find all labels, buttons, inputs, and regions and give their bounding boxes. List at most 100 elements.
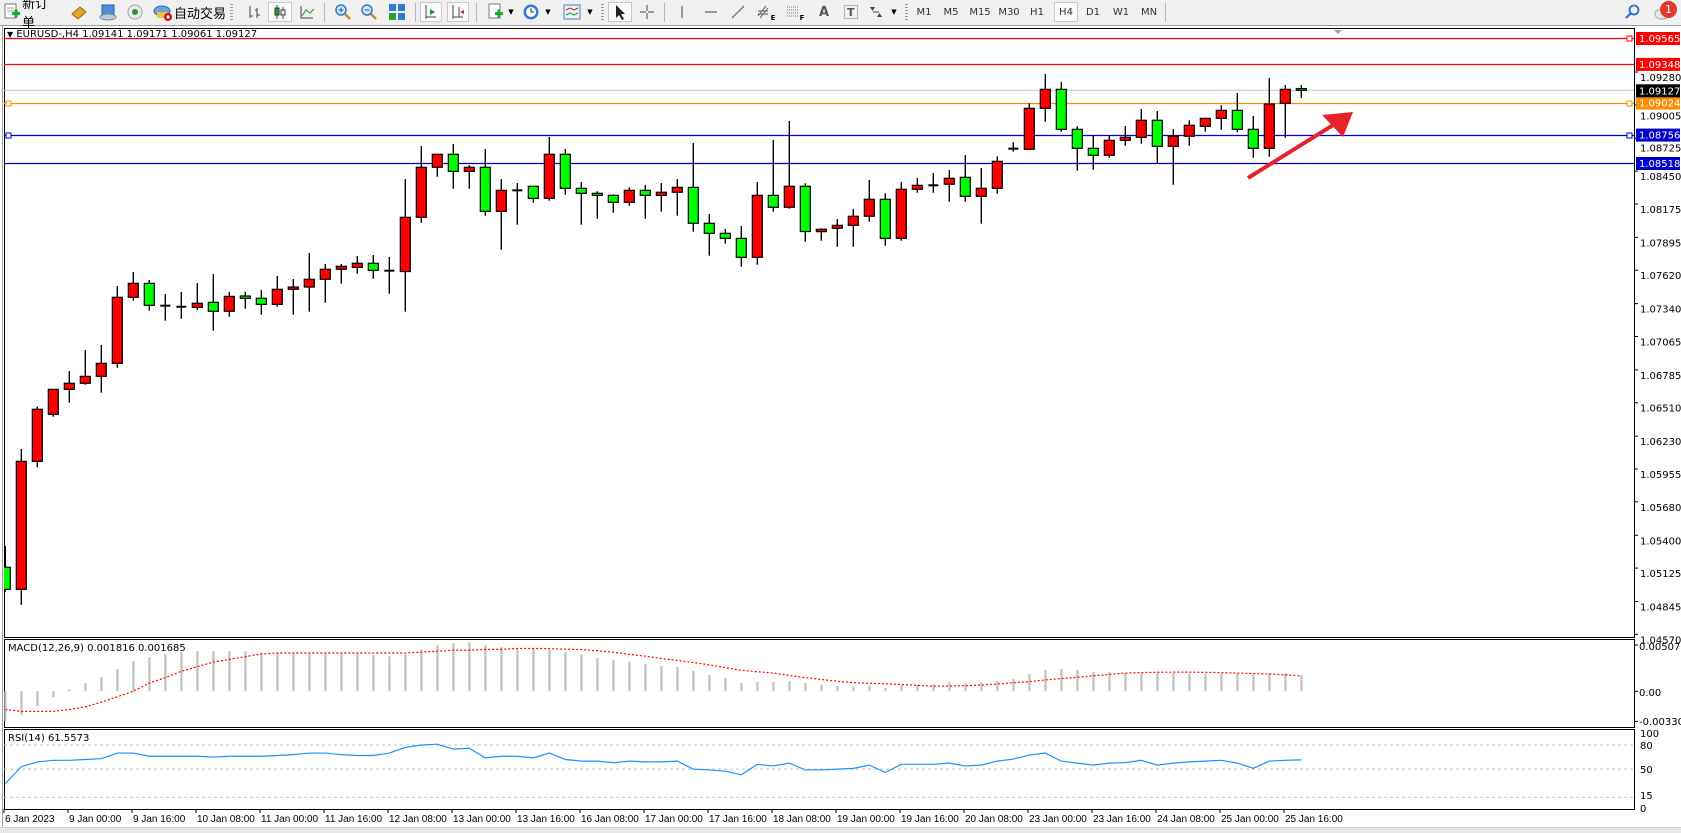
candle bbox=[751, 181, 763, 265]
macd-histogram-bar bbox=[692, 670, 695, 692]
indicators-dropdown-icon[interactable]: ▼ bbox=[508, 8, 514, 16]
candle-body bbox=[799, 185, 811, 233]
candle bbox=[512, 183, 523, 225]
line-chart-icon[interactable] bbox=[296, 2, 318, 22]
macd-histogram-bar bbox=[500, 647, 503, 692]
macd-histogram-bar bbox=[244, 651, 247, 692]
macd-histogram-bar bbox=[996, 680, 999, 692]
macd-plot bbox=[4, 642, 1303, 722]
macd-histogram-bar bbox=[1172, 672, 1175, 692]
candlestick-chart-icon[interactable] bbox=[268, 2, 292, 22]
toolbar-grip[interactable] bbox=[230, 4, 233, 21]
text-tool-button[interactable]: A bbox=[818, 4, 830, 20]
auto-trading-icon[interactable] bbox=[152, 2, 174, 22]
period-button-h4[interactable]: H4 bbox=[1054, 2, 1078, 22]
chart-shift-icon[interactable] bbox=[447, 2, 469, 22]
candle bbox=[127, 272, 139, 301]
candle bbox=[671, 178, 683, 216]
macd-histogram-bar bbox=[468, 642, 471, 692]
fibonacci-tool-icon[interactable]: F bbox=[783, 2, 807, 22]
text-label-tool-icon[interactable]: T bbox=[841, 2, 861, 22]
candle-body bbox=[1263, 103, 1275, 149]
candle-body-doji bbox=[512, 189, 523, 192]
candle bbox=[783, 120, 795, 209]
period-button-mn[interactable]: MN bbox=[1140, 6, 1158, 18]
candle bbox=[767, 139, 779, 212]
periods-clock-icon[interactable] bbox=[520, 2, 542, 22]
candle-body bbox=[351, 262, 363, 268]
templates-dropdown-icon[interactable]: ▼ bbox=[587, 8, 593, 16]
time-tick-label: 19 Jan 00:00 bbox=[837, 814, 895, 825]
macd-histogram-bar bbox=[772, 681, 775, 692]
candle-body bbox=[1023, 107, 1035, 150]
macd-title: MACD(12,26,9) 0.001816 0.001685 bbox=[8, 643, 186, 654]
macd-histogram-bar bbox=[308, 652, 311, 692]
period-button-m30[interactable]: M30 bbox=[998, 6, 1020, 18]
toolbar-grip[interactable] bbox=[601, 4, 604, 21]
period-button-m15[interactable]: M15 bbox=[969, 6, 991, 18]
vertical-line-tool-icon[interactable] bbox=[672, 2, 692, 22]
macd-histogram-bar bbox=[164, 653, 167, 692]
period-button-d1[interactable]: D1 bbox=[1085, 6, 1101, 18]
macd-histogram-bar bbox=[580, 654, 583, 692]
arrow-shaft bbox=[1246, 120, 1340, 180]
periods-dropdown-icon[interactable]: ▼ bbox=[545, 8, 551, 16]
arrows-dropdown-icon[interactable]: ▼ bbox=[891, 8, 897, 16]
cursor-tool-icon[interactable] bbox=[608, 2, 632, 22]
trendline-tool-icon[interactable] bbox=[727, 2, 749, 22]
price-tick-label: 1.06230 bbox=[1640, 437, 1681, 448]
macd-histogram-bar bbox=[740, 682, 743, 692]
candle bbox=[1183, 120, 1195, 146]
candle bbox=[639, 184, 651, 219]
bar-chart-icon[interactable] bbox=[244, 2, 266, 22]
crosshair-tool-icon[interactable] bbox=[636, 2, 658, 22]
horizontal-line-tool-icon[interactable] bbox=[700, 2, 722, 22]
new-order-icon[interactable] bbox=[2, 2, 22, 22]
price-tick-label: 1.05125 bbox=[1640, 569, 1681, 580]
macd-histogram-bar bbox=[132, 661, 135, 692]
arrows-tool-icon[interactable] bbox=[866, 2, 886, 22]
chart-menu-icon[interactable]: ▼ bbox=[7, 30, 14, 39]
macd-histogram-bar bbox=[660, 665, 663, 692]
time-tick-label: 23 Jan 16:00 bbox=[1093, 814, 1151, 825]
auto-trading-button[interactable]: 自动交易 bbox=[174, 6, 227, 22]
macd-histogram-bar bbox=[948, 681, 951, 692]
zoom-out-icon[interactable] bbox=[358, 2, 380, 22]
period-button-h1[interactable]: H1 bbox=[1030, 6, 1044, 18]
zoom-in-icon[interactable] bbox=[332, 2, 354, 22]
candle bbox=[847, 208, 859, 247]
period-button-w1[interactable]: W1 bbox=[1112, 6, 1130, 18]
navigator-icon[interactable] bbox=[97, 2, 119, 22]
toolbar-grip[interactable] bbox=[905, 4, 908, 21]
auto-scroll-icon[interactable] bbox=[420, 2, 442, 22]
period-button-m1[interactable]: M1 bbox=[916, 6, 932, 18]
templates-icon[interactable] bbox=[562, 2, 582, 22]
candle-body bbox=[751, 194, 763, 258]
macd-histogram-bar bbox=[628, 661, 631, 692]
price-tick-label: 1.08725 bbox=[1640, 144, 1681, 155]
candle-body bbox=[303, 278, 315, 288]
candle bbox=[1071, 126, 1083, 171]
main-plot bbox=[4, 37, 1634, 605]
candle-body bbox=[463, 166, 475, 172]
signals-icon[interactable] bbox=[125, 2, 145, 22]
channels-tool-icon[interactable]: E bbox=[754, 2, 778, 22]
candle-body bbox=[879, 198, 891, 239]
macd-frame bbox=[4, 639, 1635, 728]
macd-histogram-bar bbox=[1092, 671, 1095, 692]
macd-histogram-bar bbox=[1060, 668, 1063, 692]
macd-histogram-bar bbox=[484, 645, 487, 692]
search-icon[interactable] bbox=[1622, 2, 1642, 22]
macd-histogram-bar bbox=[548, 649, 551, 692]
macd-histogram-bar bbox=[1156, 672, 1159, 692]
macd-histogram-bar bbox=[228, 651, 231, 692]
tile-windows-icon[interactable] bbox=[386, 2, 408, 22]
period-button-m5[interactable]: M5 bbox=[943, 6, 959, 18]
indicators-icon[interactable] bbox=[484, 2, 506, 22]
candle bbox=[735, 226, 747, 267]
candle-body bbox=[1039, 88, 1051, 109]
market-watch-icon[interactable] bbox=[68, 2, 90, 22]
macd-histogram-bar bbox=[292, 652, 295, 692]
macd-histogram-bar bbox=[900, 684, 903, 692]
